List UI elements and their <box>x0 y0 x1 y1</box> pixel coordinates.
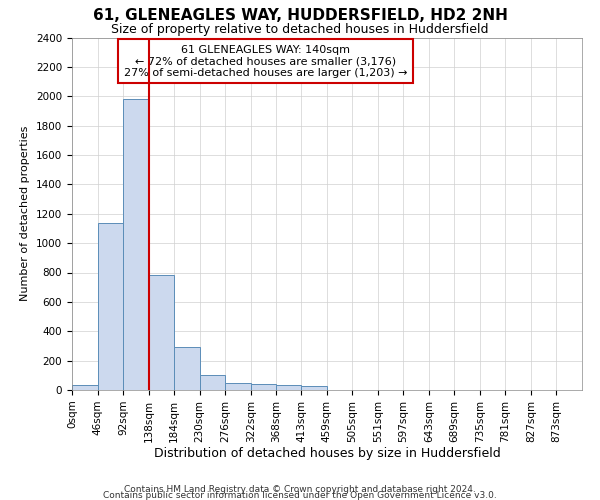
Text: Size of property relative to detached houses in Huddersfield: Size of property relative to detached ho… <box>111 22 489 36</box>
Text: 61, GLENEAGLES WAY, HUDDERSFIELD, HD2 2NH: 61, GLENEAGLES WAY, HUDDERSFIELD, HD2 2N… <box>92 8 508 22</box>
X-axis label: Distribution of detached houses by size in Huddersfield: Distribution of detached houses by size … <box>154 448 500 460</box>
Text: 61 GLENEAGLES WAY: 140sqm
← 72% of detached houses are smaller (3,176)
27% of se: 61 GLENEAGLES WAY: 140sqm ← 72% of detac… <box>124 44 407 78</box>
Bar <box>301 386 327 390</box>
Bar <box>123 99 149 390</box>
Bar <box>174 346 200 390</box>
Y-axis label: Number of detached properties: Number of detached properties <box>20 126 31 302</box>
Text: Contains HM Land Registry data © Crown copyright and database right 2024.: Contains HM Land Registry data © Crown c… <box>124 485 476 494</box>
Bar <box>72 385 98 390</box>
Bar <box>149 276 174 390</box>
Text: Contains public sector information licensed under the Open Government Licence v3: Contains public sector information licen… <box>103 491 497 500</box>
Bar <box>251 384 276 390</box>
Bar <box>98 222 123 390</box>
Bar <box>276 385 301 390</box>
Bar <box>200 376 225 390</box>
Bar <box>225 382 251 390</box>
